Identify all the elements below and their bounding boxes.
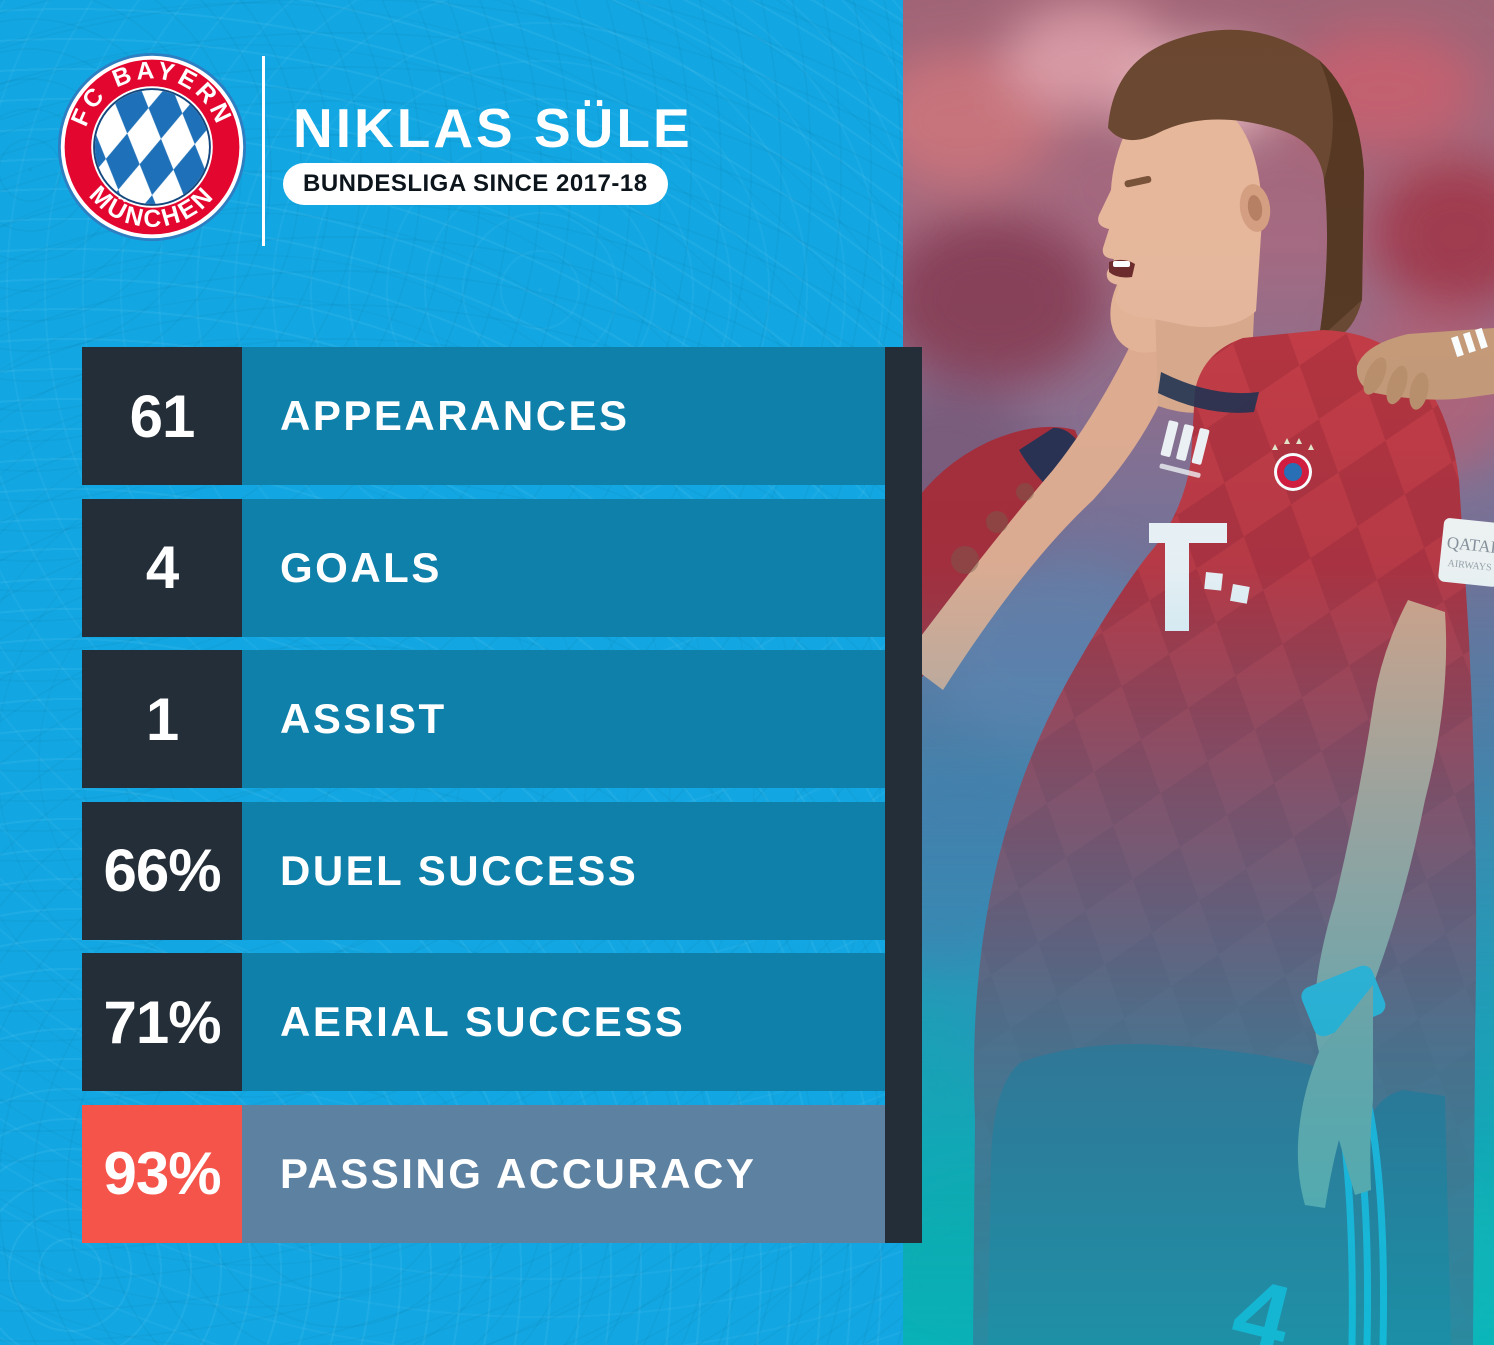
stat-value: 66% [82,801,242,940]
stat-label: DUEL SUCCESS [242,801,885,940]
header-divider [262,56,265,246]
duotone-overlay [903,0,1494,1345]
stat-value: 61 [82,347,242,485]
stat-label: PASSING ACCURACY [242,1104,885,1243]
stat-value-highlight: 93% [82,1104,242,1243]
competition-badge: BUNDESLIGA SINCE 2017-18 [283,163,668,205]
stat-label: AERIAL SUCCESS [242,953,885,1091]
table-row-appearances: 61 APPEARANCES [82,347,885,485]
table-row-duel-success: 66% DUEL SUCCESS [82,801,885,940]
fc-bayern-crest-icon: FC BAYERN MÜNCHEN [57,52,247,242]
table-row-passing-accuracy: 93% PASSING ACCURACY [82,1104,885,1243]
stat-value: 71% [82,953,242,1091]
player-photo: QATAR AIRWAYS [903,0,1494,1345]
table-row-aerial-success: 71% AERIAL SUCCESS [82,953,885,1091]
table-row-assist: 1 ASSIST [82,650,885,788]
stats-accent-strip [885,347,922,1243]
stat-label: ASSIST [242,650,885,788]
stat-label: APPEARANCES [242,347,885,485]
stat-value: 4 [82,498,242,637]
table-row-goals: 4 GOALS [82,498,885,637]
stats-table: 61 APPEARANCES 4 GOALS 1 ASSIST 66% DUEL… [82,347,885,1243]
stat-value: 1 [82,650,242,788]
stat-label: GOALS [242,498,885,637]
page-title: NIKLAS SÜLE [293,97,693,159]
